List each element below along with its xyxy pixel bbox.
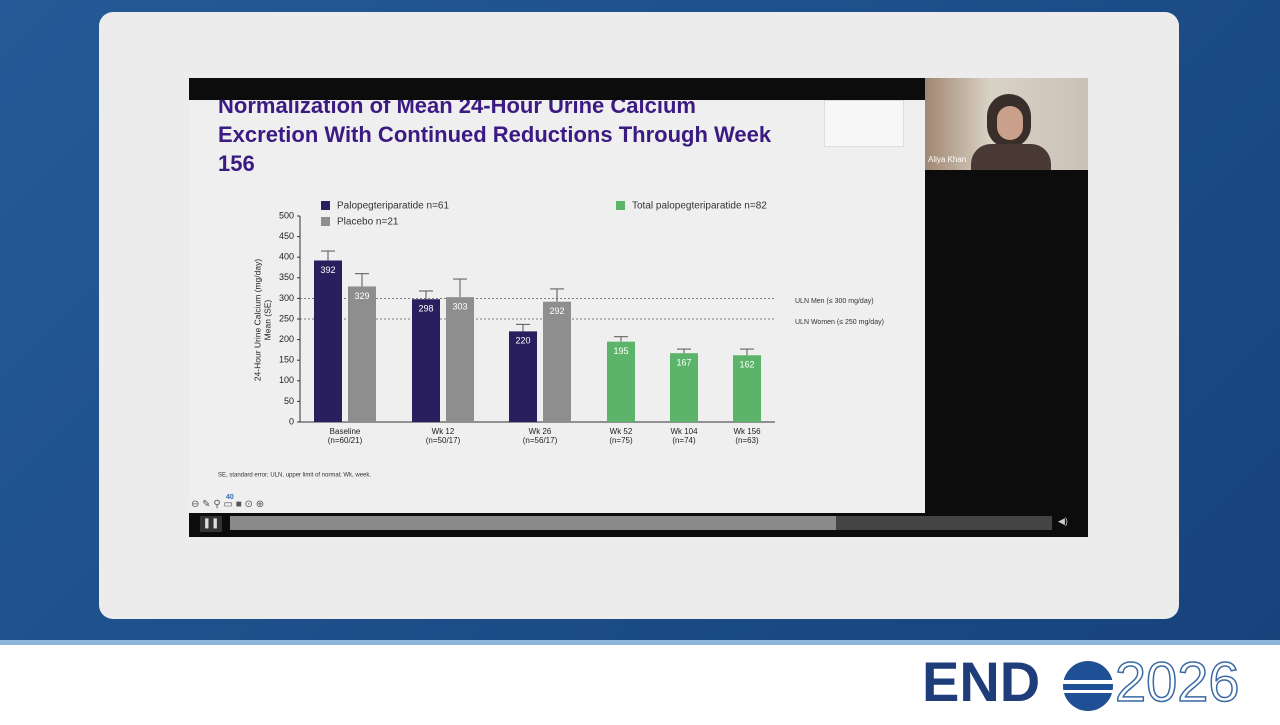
logo-brand: END — [922, 650, 1040, 713]
page-number: 40 — [226, 494, 234, 501]
legend-label: Palopegteriparatide n=61 — [337, 201, 449, 212]
bar — [348, 286, 376, 422]
value-label: 298 — [418, 304, 433, 314]
bar — [607, 341, 635, 422]
x-tick-label: Wk 12 — [432, 427, 455, 436]
more-button[interactable]: ⊙ — [244, 499, 253, 510]
next-button[interactable]: ⊕ — [255, 499, 265, 510]
y-tick-label: 100 — [279, 375, 294, 385]
y-tick-label: 150 — [279, 355, 294, 365]
y-axis-label: 24-Hour Urine Calcium (mg/day) — [252, 259, 262, 382]
logo-stripe — [1063, 680, 1113, 684]
x-tick-note: (n=63) — [735, 436, 759, 445]
legend-label: Total palopegteriparatide n=82 — [632, 201, 767, 212]
bar — [412, 299, 440, 422]
x-tick-label: Wk 52 — [610, 427, 633, 436]
prev-button[interactable]: ⊖ — [191, 499, 200, 510]
zoom-button[interactable]: ⚲ — [213, 499, 221, 510]
value-label: 303 — [452, 302, 467, 312]
top-bar — [189, 78, 925, 100]
value-label: 292 — [549, 306, 564, 316]
x-tick-note: (n=56/17) — [523, 436, 558, 445]
x-tick-note: (n=60/21) — [328, 436, 363, 445]
y-tick-label: 450 — [279, 231, 294, 241]
legend-swatch — [616, 201, 625, 210]
bar — [314, 260, 342, 422]
logo-globe — [1063, 661, 1113, 711]
legend-label: Placebo n=21 — [337, 217, 399, 228]
x-tick-note: (n=75) — [609, 436, 633, 445]
x-tick-label: Wk 26 — [529, 427, 552, 436]
camera-button[interactable]: ■ — [235, 499, 242, 510]
bar — [733, 355, 761, 422]
legend-swatch — [321, 217, 330, 226]
y-tick-label: 50 — [284, 396, 294, 406]
x-tick-note: (n=74) — [672, 436, 696, 445]
person-face — [997, 106, 1023, 140]
x-tick-label: Baseline — [330, 427, 361, 436]
y-tick-label: 250 — [279, 313, 294, 323]
slide-toolbar: ⊖ ✎ ⚲ ▭ ■ ⊙ ⊕ 40 — [191, 494, 321, 513]
reference-label: ULN Men (≤ 300 mg/day) — [795, 298, 874, 305]
progress-played — [230, 516, 836, 530]
x-tick-label: Wk 104 — [670, 427, 698, 436]
x-tick-note: (n=50/17) — [426, 436, 461, 445]
volume-button[interactable]: ◀) — [1058, 516, 1068, 526]
bar — [446, 297, 474, 422]
person-body — [971, 144, 1051, 170]
value-label: 162 — [739, 360, 754, 370]
y-tick-label: 500 — [279, 210, 294, 220]
logo-year: 2026 — [1115, 650, 1240, 713]
y-tick-label: 200 — [279, 334, 294, 344]
value-label: 167 — [676, 358, 691, 368]
bar — [670, 353, 698, 422]
y-axis-label-2: Mean (SE) — [262, 300, 272, 341]
logo-stripe — [1063, 690, 1113, 693]
x-tick-label: Wk 156 — [733, 427, 761, 436]
value-label: 329 — [354, 291, 369, 301]
footnote: SE, standard error; ULN, upper limit of … — [218, 473, 371, 479]
presenter-name: Aliya Khan — [928, 155, 967, 164]
value-label: 195 — [613, 346, 628, 356]
webcam: Aliya Khan — [925, 78, 1088, 170]
y-tick-label: 400 — [279, 252, 294, 262]
legend-swatch — [321, 201, 330, 210]
y-tick-label: 350 — [279, 272, 294, 282]
bar — [543, 301, 571, 422]
y-tick-label: 300 — [279, 293, 294, 303]
cc-button[interactable]: ▭ — [223, 499, 233, 510]
pause-button[interactable]: ❚❚ — [200, 516, 222, 532]
slide-box — [824, 100, 904, 147]
value-label: 392 — [320, 265, 335, 275]
reference-label: ULN Women (≤ 250 mg/day) — [795, 319, 884, 326]
value-label: 220 — [515, 336, 530, 346]
bar — [509, 331, 537, 422]
y-tick-label: 0 — [289, 416, 294, 426]
pen-button[interactable]: ✎ — [202, 499, 211, 510]
